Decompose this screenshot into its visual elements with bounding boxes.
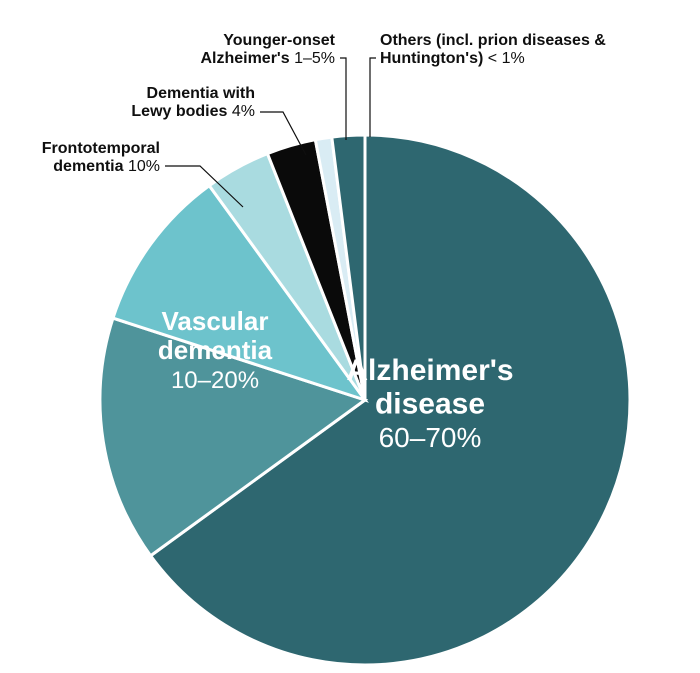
ext-label-fronto: Frontotemporaldementia 10%: [10, 140, 160, 177]
label-vascular: Vasculardementia10–20%: [158, 306, 273, 394]
pie-chart-dementia-types: Alzheimer'sdisease60–70%Vasculardementia…: [0, 0, 700, 673]
ext-label-others: Others (incl. prion diseases &Huntington…: [380, 32, 680, 69]
ext-label-lewy: Dementia withLewy bodies 4%: [85, 85, 255, 122]
leader-others: [370, 58, 376, 137]
leader-younger: [340, 58, 346, 140]
ext-label-younger: Younger-onsetAlzheimer's 1–5%: [165, 32, 335, 69]
